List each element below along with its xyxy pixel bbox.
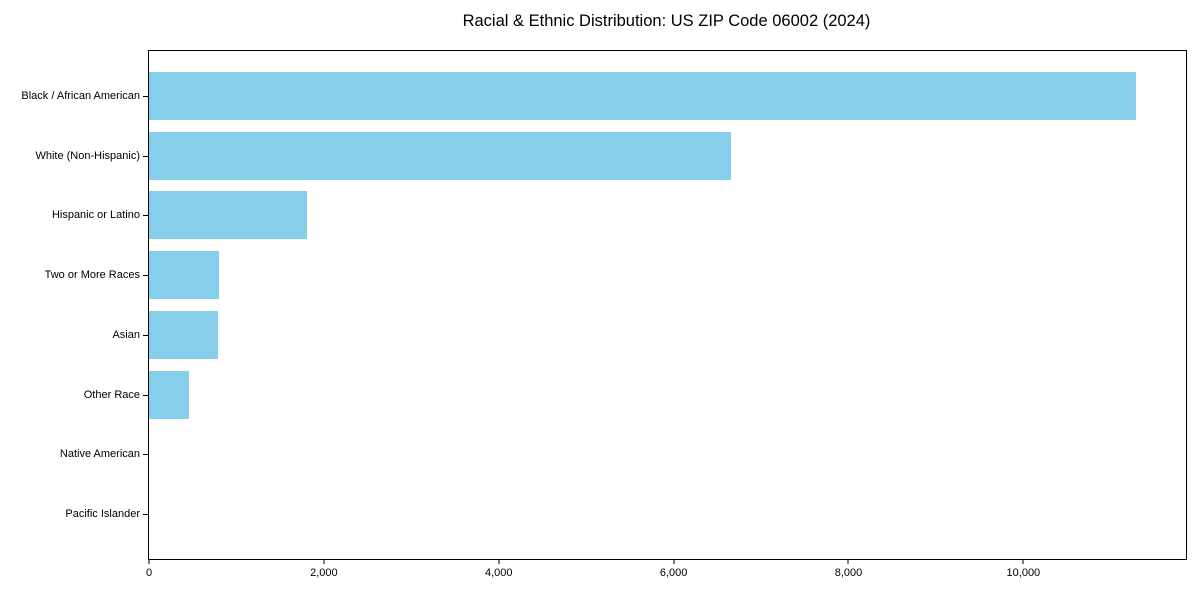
- bar-row: Hispanic or Latino: [52, 186, 1186, 246]
- bar: [149, 370, 190, 419]
- chart-title: Racial & Ethnic Distribution: US ZIP Cod…: [462, 12, 871, 30]
- bar-row: White (Non-Hispanic): [35, 126, 1186, 186]
- bar-row: Pacific Islander: [65, 484, 1186, 544]
- x-axis-tick: [498, 559, 500, 564]
- y-axis-label: Asian: [112, 328, 140, 341]
- bar-row: Asian: [112, 305, 1186, 365]
- bar-row: Two or More Races: [45, 245, 1186, 305]
- x-axis-tick: [673, 559, 675, 564]
- x-axis-tick: [847, 559, 849, 564]
- bar: [149, 131, 732, 180]
- y-axis-tick: [143, 514, 148, 516]
- y-axis-label: White (Non-Hispanic): [35, 149, 140, 162]
- x-axis-tick: [148, 559, 150, 564]
- y-axis-tick: [143, 454, 148, 456]
- plot-area: Black / African American White (Non-Hispa…: [21, 50, 1187, 579]
- x-axis-tick-label: 6,000: [659, 567, 688, 579]
- bar: [149, 71, 1137, 120]
- bar: [149, 191, 308, 240]
- y-axis-label: Two or More Races: [44, 269, 140, 282]
- x-axis-tick: [1022, 559, 1024, 564]
- bar: [149, 251, 219, 300]
- x-axis-tick: [323, 559, 325, 564]
- y-axis-label: Native American: [59, 448, 140, 461]
- y-axis-tick: [143, 334, 148, 336]
- y-axis-tick: [143, 215, 148, 217]
- x-axis-tick-label: 8,000: [834, 567, 863, 579]
- bar-row: Native American: [60, 425, 1186, 485]
- bar: [149, 310, 219, 359]
- y-axis-tick: [143, 275, 148, 277]
- y-axis-tick: [143, 95, 148, 97]
- y-axis-tick: [143, 155, 148, 157]
- bar-row: Other Race: [84, 365, 1186, 425]
- y-axis-label: Hispanic or Latino: [51, 209, 140, 222]
- x-axis-tick-label: 0: [145, 567, 153, 579]
- y-axis-label: Black / African American: [21, 89, 140, 102]
- y-axis-label: Other Race: [83, 388, 140, 401]
- x-axis-tick-label: 2,000: [310, 567, 338, 579]
- x-axis-tick-label: 4,000: [484, 567, 513, 579]
- x-axis-tick-label: 10,000: [1006, 567, 1041, 579]
- y-axis-tick: [143, 394, 148, 396]
- bar-row: Black / African American: [21, 66, 1186, 126]
- bar-rows-container: Black / African American White (Non-Hispa…: [21, 66, 1186, 544]
- y-axis-label: Pacific Islander: [65, 508, 140, 521]
